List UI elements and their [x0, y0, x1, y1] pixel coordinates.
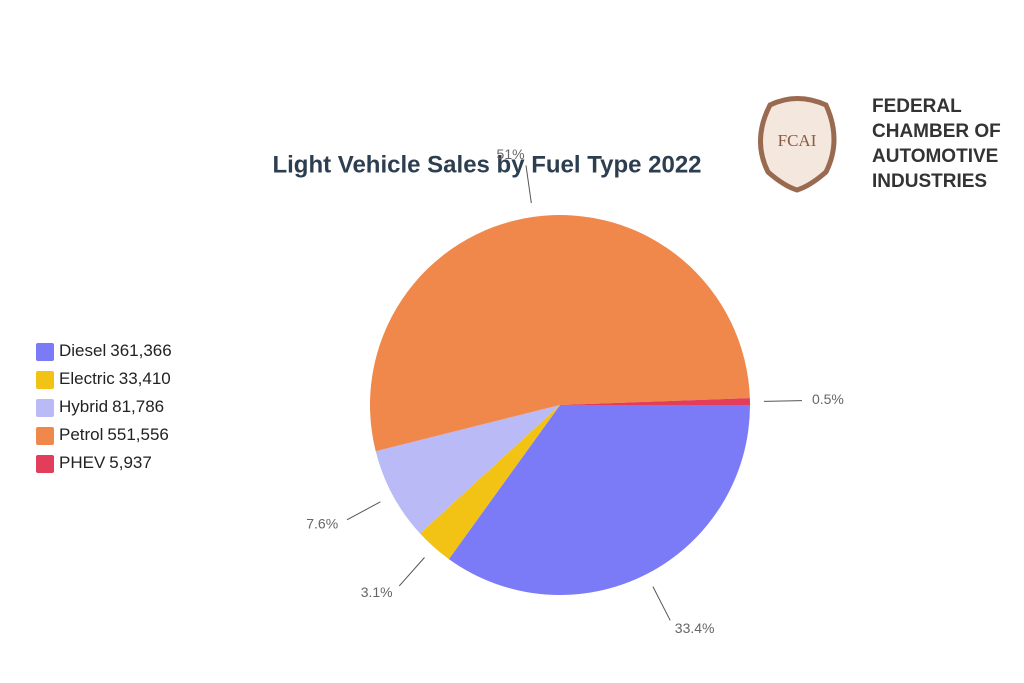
legend-value: 5,937	[109, 453, 152, 472]
leader-line	[763, 400, 802, 402]
logo: FCAI	[757, 96, 837, 193]
logo-line: INDUSTRIES	[872, 171, 987, 192]
legend-value: 33,410	[119, 369, 171, 388]
legend-name: Petrol	[59, 425, 103, 444]
legend-label: Electric 33,410	[59, 369, 171, 388]
logo-initials: FCAI	[778, 131, 817, 150]
leader-line	[346, 501, 381, 521]
legend-name: Diesel	[59, 341, 106, 360]
legend-value: 81,786	[112, 397, 164, 416]
logo-line: FEDERAL	[872, 96, 962, 117]
legend-swatch	[36, 399, 54, 417]
legend-value: 361,366	[110, 341, 171, 360]
legend-swatch	[36, 371, 54, 389]
pie-slice	[370, 215, 750, 452]
percent-label: 0.5%	[812, 391, 844, 407]
legend-name: PHEV	[59, 453, 106, 472]
legend-label: Diesel 361,366	[59, 341, 172, 360]
percent-label: 7.6%	[306, 515, 338, 531]
percent-label: 33.4%	[675, 620, 715, 636]
legend-label: Hybrid 81,786	[59, 397, 164, 416]
pie-slice	[560, 398, 750, 405]
legend-name: Electric	[59, 369, 115, 388]
logo-line: AUTOMOTIVE	[872, 146, 998, 167]
leader-line	[652, 586, 671, 621]
legend-value: 551,556	[107, 425, 168, 444]
legend-swatch	[36, 455, 54, 473]
chart-title: Light Vehicle Sales by Fuel Type 2022	[272, 151, 701, 178]
pie-slice	[375, 405, 560, 534]
pie-slice	[448, 405, 750, 595]
leader-line	[398, 557, 425, 587]
logo-line: CHAMBER OF	[872, 121, 1001, 142]
legend-swatch	[36, 343, 54, 361]
percent-label: 51%	[497, 146, 525, 162]
percent-label: 3.1%	[361, 584, 393, 600]
leader-line	[525, 165, 532, 204]
logo-emblem	[757, 96, 837, 193]
legend-swatch	[36, 427, 54, 445]
pie-slice	[420, 405, 560, 560]
legend-label: PHEV 5,937	[59, 453, 152, 472]
legend-name: Hybrid	[59, 397, 108, 416]
legend-label: Petrol 551,556	[59, 425, 169, 444]
